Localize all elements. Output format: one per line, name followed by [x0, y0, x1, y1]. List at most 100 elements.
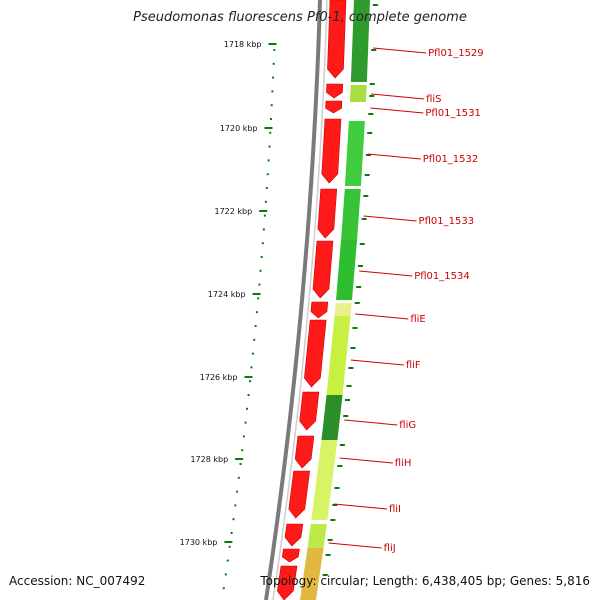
kbp-tick: [244, 376, 253, 378]
axis-dot: [241, 449, 244, 452]
cds-arrow: [294, 435, 315, 469]
feature-stub: [369, 95, 375, 97]
feature-stub: [352, 327, 358, 329]
feature-stub: [348, 367, 354, 369]
cds-arrow: [281, 548, 300, 563]
axis-dot: [232, 518, 235, 521]
gene-label: fliJ: [384, 543, 396, 554]
cds-arrow: [317, 188, 338, 239]
gene-labels: Pfl01_1529 fliS Pfl01_1531 Pfl01_1532 Pfl01_…: [328, 47, 484, 554]
kbp-tick: [259, 210, 268, 212]
gene-leader-line: [344, 419, 398, 426]
axis-dot: [242, 435, 245, 438]
feature-stub: [363, 195, 369, 197]
gene-leader-line: [370, 107, 424, 114]
feature-stub: [327, 539, 333, 541]
axis-dot: [269, 131, 272, 134]
axis-dot: [270, 118, 273, 120]
feature-shade-track: [300, 0, 370, 600]
axis-dot: [247, 394, 250, 396]
feature-stub: [368, 113, 374, 115]
axis-dot: [224, 573, 227, 576]
axis-dot: [263, 214, 266, 217]
axis-dot: [249, 380, 252, 383]
gene-leader-line: [359, 270, 413, 277]
kbp-tick: [264, 127, 273, 129]
feature-shade: [334, 303, 352, 316]
axis-dot: [222, 587, 225, 590]
axis-dot: [265, 187, 268, 189]
kbp-tick-label: 1726 kbp: [200, 373, 238, 382]
axis-dot: [262, 228, 265, 231]
feature-shade: [326, 316, 351, 395]
axis-dot: [268, 145, 271, 148]
axis-dot: [253, 338, 256, 341]
gene-leader-line: [355, 313, 409, 320]
backbone-line-inner: [272, 0, 328, 600]
axis-dot: [258, 283, 261, 286]
kbp-ticks: 1718 kbp 1720 kbp 1722 kbp 1724 kbp 1726 kbp…: [180, 40, 277, 547]
feature-stub: [343, 415, 349, 417]
gene-label: Pfl01_1529: [428, 48, 484, 59]
feature-stub: [357, 265, 363, 267]
axis-dot: [234, 504, 237, 507]
feature-stub: [330, 519, 336, 521]
genome-summary: Topology: circular; Length: 6,438,405 bp…: [260, 574, 590, 588]
axis-dot: [261, 242, 264, 245]
cds-arrow: [304, 319, 327, 388]
axis-dot: [228, 545, 231, 548]
feature-shade: [300, 548, 324, 600]
feature-stub: [371, 49, 377, 51]
feature-stub: [359, 243, 365, 245]
axis-dot: [267, 159, 270, 162]
gene-label: Pfl01_1534: [414, 271, 470, 282]
feature-stub: [345, 399, 350, 401]
feature-shade: [336, 240, 358, 300]
gene-leader-line: [373, 47, 427, 54]
axis-dot: [272, 62, 275, 65]
axis-dot: [246, 407, 249, 410]
feature-stub: [369, 83, 375, 85]
feature-stub: [372, 4, 378, 6]
axis-dot: [271, 90, 274, 93]
feature-stubs: [322, 4, 378, 576]
axis-dot: [255, 311, 258, 314]
feature-shade: [344, 121, 365, 186]
map-title: Pseudomonas fluorescens Pf0-1, complete …: [133, 10, 467, 25]
accession-text: Accession: NC_007492: [9, 574, 146, 588]
feature-stub: [334, 487, 340, 489]
forward-cds-track: [277, 0, 347, 600]
axis-dot: [226, 559, 229, 562]
dotted-axis: [222, 49, 276, 590]
backbone-line: [264, 0, 322, 600]
feature-shade: [307, 524, 327, 548]
kbp-tick-label: 1728 kbp: [190, 455, 228, 464]
kbp-tick: [268, 43, 277, 45]
cds-arrow: [312, 240, 334, 299]
kbp-tick-label: 1720 kbp: [220, 124, 258, 133]
axis-dot: [236, 490, 239, 493]
gene-label: fliG: [399, 420, 416, 431]
feature-stub: [364, 174, 370, 176]
gene-leader-line: [363, 215, 417, 222]
cds-arrow: [321, 118, 342, 184]
cds-arrow: [284, 523, 304, 547]
feature-stub: [337, 465, 343, 467]
gene-leader-line: [367, 153, 421, 160]
feature-shade: [321, 395, 343, 440]
gene-leader-line: [339, 457, 393, 464]
kbp-tick: [224, 541, 233, 543]
axis-dot: [266, 173, 269, 176]
cds-arrow: [326, 83, 344, 99]
gene-leader-line: [328, 542, 382, 549]
kbp-tick-label: 1722 kbp: [215, 207, 253, 216]
kbp-tick: [252, 293, 261, 295]
cds-arrow: [310, 301, 329, 319]
cds-arrow: [299, 391, 320, 431]
gene-leader-line: [350, 359, 404, 366]
feature-stub: [332, 504, 338, 506]
feature-shade: [350, 0, 370, 82]
gene-label: Pfl01_1531: [425, 108, 481, 119]
axis-dot: [237, 476, 240, 479]
